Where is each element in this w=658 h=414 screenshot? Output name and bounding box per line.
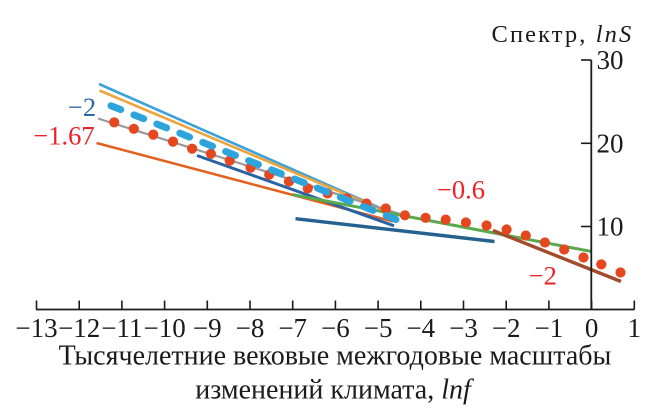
svg-text:−11: −11 [101, 313, 142, 343]
svg-text:−9: −9 [193, 313, 222, 343]
svg-text:30: 30 [597, 45, 624, 75]
svg-text:−6: −6 [321, 313, 350, 343]
svg-text:Спектр, lnS: Спектр, lnS [492, 21, 634, 48]
svg-text:−12: −12 [58, 313, 100, 343]
svg-text:10: 10 [597, 212, 624, 242]
svg-text:0: 0 [585, 313, 599, 343]
svg-text:изменений климата, lnf: изменений климата, lnf [195, 375, 474, 406]
svg-text:−8: −8 [236, 313, 265, 343]
svg-text:−2: −2 [492, 313, 521, 343]
svg-text:−3: −3 [449, 313, 478, 343]
svg-text:−1: −1 [535, 313, 564, 343]
svg-text:−7: −7 [278, 313, 307, 343]
svg-text:−4: −4 [406, 313, 435, 343]
svg-text:−2: −2 [529, 261, 557, 291]
svg-text:1: 1 [628, 313, 642, 343]
svg-text:−2: −2 [68, 92, 96, 122]
svg-text:−0.6: −0.6 [437, 175, 485, 205]
svg-text:−1.67: −1.67 [33, 121, 94, 151]
svg-text:20: 20 [597, 128, 624, 158]
svg-text:−13: −13 [15, 313, 57, 343]
svg-text:Тысячелетние вековые межгодовы: Тысячелетние вековые межгодовые масштабы [59, 341, 612, 372]
svg-text:−5: −5 [364, 313, 393, 343]
svg-text:−10: −10 [143, 313, 185, 343]
